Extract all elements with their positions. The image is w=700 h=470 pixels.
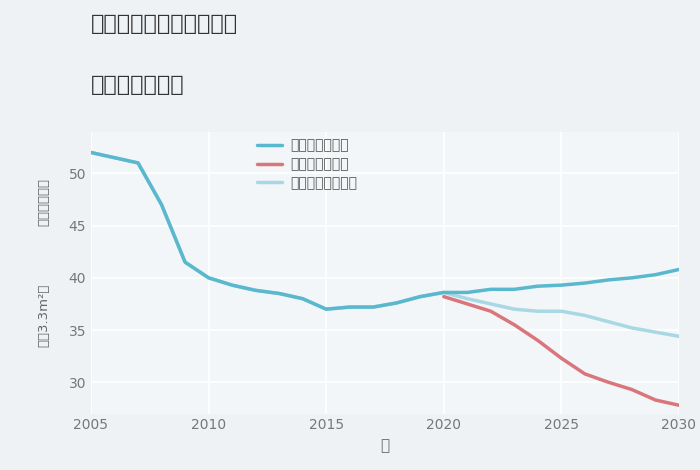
Text: 坪（3.3m²）: 坪（3.3m²）: [38, 283, 50, 346]
X-axis label: 年: 年: [380, 438, 390, 453]
Text: 土地の価格推移: 土地の価格推移: [91, 75, 185, 95]
Text: 奈良県奈良市帝塚山西の: 奈良県奈良市帝塚山西の: [91, 14, 238, 34]
Legend: グッドシナリオ, バッドシナリオ, ノーマルシナリオ: グッドシナリオ, バッドシナリオ, ノーマルシナリオ: [257, 139, 357, 190]
Text: 単価（万円）: 単価（万円）: [38, 178, 50, 226]
